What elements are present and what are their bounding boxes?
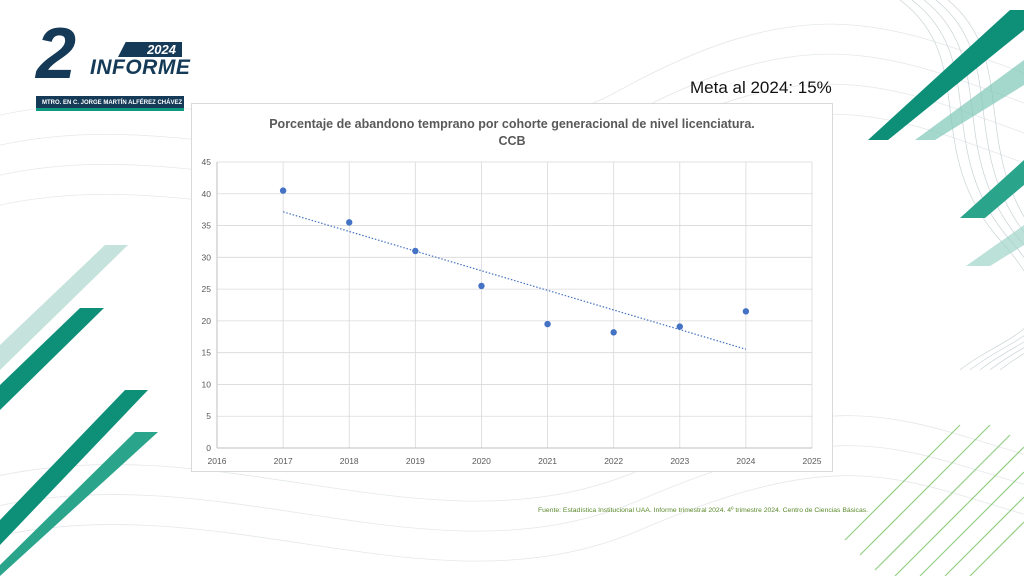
data-point (478, 282, 485, 290)
logo-ribbon-accent (36, 108, 184, 111)
left-stripes (0, 245, 158, 576)
data-points (279, 187, 750, 336)
y-tick-label: 25 (202, 284, 212, 294)
x-tick-label: 2023 (670, 456, 689, 466)
y-tick-label: 20 (202, 316, 212, 326)
x-tick-label: 2018 (340, 456, 359, 466)
x-tick-label: 2017 (274, 456, 293, 466)
data-point (346, 219, 353, 226)
x-tick-label: 2024 (736, 456, 755, 466)
y-tick-label: 35 (202, 221, 212, 231)
informe-logo: 2 2024 INFORME MTRO. EN C. JORGE MARTÍN … (36, 18, 192, 114)
logo-subtitle: MTRO. EN C. JORGE MARTÍN ALFÉREZ CHÁVEZ (36, 96, 184, 110)
x-tick-label: 2021 (538, 456, 557, 466)
chart-container: Porcentaje de abandono temprano por coho… (191, 103, 833, 472)
y-tick-label: 40 (202, 189, 212, 199)
x-tick-label: 2016 (208, 456, 227, 466)
data-point (544, 320, 551, 328)
trendline-layer (282, 211, 747, 350)
y-tick-label: 30 (202, 252, 212, 262)
data-point (412, 247, 419, 255)
axes (216, 162, 812, 449)
y-tick-label: 45 (202, 157, 212, 167)
data-point (279, 187, 287, 194)
top-right-stripes (868, 10, 1024, 266)
logo-year: 2024 (118, 42, 182, 57)
chart-title: Porcentaje de abandono temprano por coho… (269, 117, 755, 131)
bottom-right-lines (844, 424, 1024, 576)
data-point (610, 329, 617, 336)
data-point (676, 323, 683, 330)
source-note: Fuente: Estadística Institucional UAA. I… (538, 507, 869, 514)
x-tick-label: 2019 (406, 456, 425, 466)
y-tick-label: 5 (206, 411, 211, 421)
y-tick-label: 10 (202, 379, 212, 389)
y-tick-label: 15 (202, 348, 212, 358)
grid-lines (216, 161, 813, 449)
x-tick-label: 2025 (803, 456, 822, 466)
goal-text: Meta al 2024: 15% (690, 78, 832, 97)
data-point (742, 308, 750, 315)
scatter-chart: Porcentaje de abandono temprano por coho… (202, 117, 822, 466)
logo-word: INFORME (90, 56, 191, 79)
logo-number: 2 (36, 14, 76, 94)
chart-subtitle: CCB (498, 134, 525, 148)
trendline (282, 211, 747, 350)
y-tick-label: 0 (206, 443, 211, 453)
x-tick-label: 2022 (604, 456, 623, 466)
x-tick-label: 2020 (472, 456, 491, 466)
